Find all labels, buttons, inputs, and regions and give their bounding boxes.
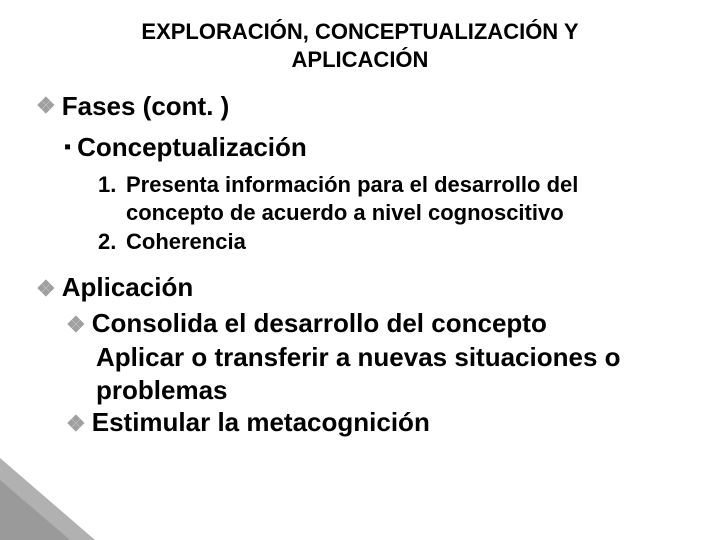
diamond-bullet-icon: ❖: [36, 95, 56, 117]
diamond-bullet-icon: ❖: [36, 276, 56, 302]
item-text: Presenta información para el desarrollo …: [126, 171, 684, 226]
diamond-bullet-icon: ❖: [66, 311, 86, 339]
square-bullet-icon: ▪: [64, 136, 71, 159]
aplicacion-sub-text-line1: Aplicar o transferir a nuevas situacione…: [96, 341, 684, 374]
aplicacion-sub-row: ❖ Estimular la metacognición: [66, 406, 684, 439]
fases-heading-row: ❖ Fases (cont. ): [36, 91, 684, 122]
aplicacion-sub-row: ❖ Consolida el desarrollo del concepto: [66, 307, 684, 340]
aplicacion-sub-text-line2: problemas: [96, 374, 684, 407]
conceptualizacion-heading: Conceptualización: [77, 132, 307, 163]
item-text: Coherencia: [126, 228, 684, 256]
corner-triangle-dark-icon: [0, 480, 70, 540]
aplicacion-sub-text: Consolida el desarrollo del concepto: [92, 307, 684, 340]
list-item: 2. Coherencia: [98, 228, 684, 256]
conceptualizacion-list: 1. Presenta información para el desarrol…: [98, 171, 684, 256]
diamond-bullet-icon: ❖: [66, 410, 86, 438]
item-number: 2.: [98, 228, 126, 256]
conceptualizacion-heading-row: ▪ Conceptualización: [64, 132, 684, 163]
list-item: 1. Presenta información para el desarrol…: [98, 171, 684, 226]
aplicacion-heading: Aplicación: [62, 272, 193, 303]
aplicacion-heading-row: ❖ Aplicación: [36, 272, 684, 303]
item-number: 1.: [98, 171, 126, 226]
slide-title: EXPLORACIÓN, CONCEPTUALIZACIÓN Y APLICAC…: [80, 18, 640, 73]
fases-heading: Fases (cont. ): [62, 91, 230, 122]
slide: EXPLORACIÓN, CONCEPTUALIZACIÓN Y APLICAC…: [0, 0, 720, 540]
aplicacion-sub-text: Estimular la metacognición: [92, 406, 684, 439]
